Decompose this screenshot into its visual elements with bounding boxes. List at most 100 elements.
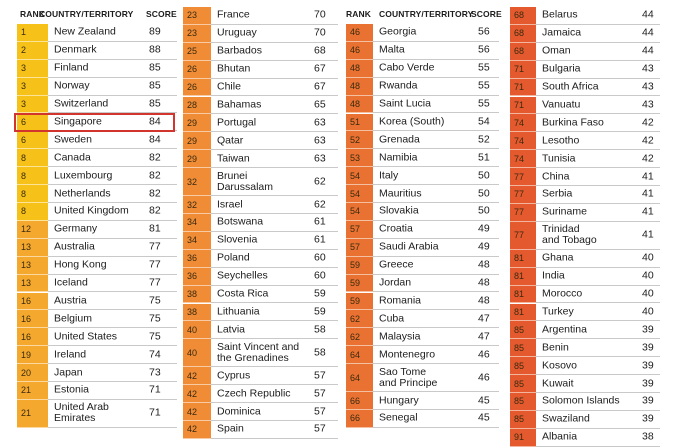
country-name: Solomon Islands — [542, 394, 620, 407]
rank-value: 48 — [350, 63, 361, 74]
rank-cell: 54 — [346, 185, 373, 203]
rank-cell: 64 — [346, 346, 373, 365]
table-row: 42 Spain 57 — [183, 421, 338, 439]
country-cell: Morocco 40 — [536, 286, 660, 304]
country-name: Slovenia — [217, 233, 258, 246]
rank-cell: 3 — [17, 59, 48, 78]
country-name: Croatia — [379, 222, 413, 235]
country-name: Belarus — [542, 8, 578, 21]
rank-value: 8 — [21, 188, 27, 199]
rank-value: 2 — [21, 45, 27, 56]
country-cell: Saudi Arabia 49 — [373, 239, 499, 257]
score-value: 39 — [642, 412, 654, 425]
rank-cell: 91 — [510, 428, 536, 447]
rank-value: 48 — [350, 99, 361, 110]
rank-cell: 42 — [183, 367, 211, 386]
rank-cell: 12 — [17, 220, 48, 239]
rank-cell: 74 — [510, 114, 536, 133]
score-value: 67 — [314, 62, 326, 75]
country-cell: Cabo Verde 55 — [373, 60, 499, 78]
country-cell: Greece 48 — [373, 257, 499, 275]
country-cell: Barbados 68 — [211, 43, 338, 61]
table-row: 2 Denmark 88 — [17, 41, 177, 60]
table-row: 59 Romania 48 — [346, 292, 499, 311]
table-row: 64 Sao Tome and Principe 46 — [346, 364, 499, 393]
country-cell: Canada 82 — [48, 149, 177, 168]
rank-cell: 62 — [346, 328, 373, 347]
rank-value: 28 — [187, 99, 198, 110]
score-value: 85 — [149, 61, 161, 74]
rank-value: 40 — [187, 347, 198, 358]
score-value: 45 — [478, 394, 490, 407]
rank-value: 85 — [514, 378, 525, 389]
table-row: 16 Belgium 75 — [17, 310, 177, 329]
country-name: Qatar — [217, 134, 244, 147]
country-cell: Spain 57 — [211, 421, 338, 439]
country-name: Slovakia — [379, 204, 419, 217]
rank-value: 13 — [21, 278, 32, 289]
country-cell: Czech Republic 57 — [211, 385, 338, 404]
country-cell: Lesotho 42 — [536, 132, 660, 151]
score-value: 39 — [642, 323, 654, 336]
country-cell: Seychelles 60 — [211, 268, 338, 286]
country-cell: Hungary 45 — [373, 392, 499, 410]
rank-value: 62 — [350, 313, 361, 324]
rank-cell: 81 — [510, 303, 536, 322]
country-name: United Kingdom — [54, 204, 129, 217]
country-name: Italy — [379, 169, 399, 182]
country-name: Malta — [379, 43, 405, 56]
rank-value: 32 — [187, 176, 198, 187]
table-row: 1 New Zealand 89 — [17, 24, 177, 42]
rank-value: 74 — [514, 117, 525, 128]
country-cell: Hong Kong 77 — [48, 257, 177, 275]
header-score: SCORE — [471, 9, 502, 19]
score-value: 41 — [642, 205, 654, 218]
country-cell: France 70 — [211, 7, 338, 25]
country-cell: Lithuania 59 — [211, 304, 338, 322]
score-value: 39 — [642, 394, 654, 407]
country-name: Canada — [54, 151, 91, 164]
country-name: Chile — [217, 80, 241, 93]
table-row: 71 Bulgaria 43 — [510, 60, 660, 79]
rank-cell: 66 — [346, 392, 373, 410]
rank-value: 64 — [350, 349, 361, 360]
country-cell: China 41 — [536, 168, 660, 186]
score-value: 61 — [314, 233, 326, 246]
rank-value: 26 — [187, 64, 198, 75]
score-value: 41 — [642, 187, 654, 200]
country-name: Australia — [54, 240, 95, 253]
rank-value: 51 — [350, 116, 361, 127]
country-cell: Mauritius 50 — [373, 185, 499, 203]
table-row: 48 Saint Lucia 55 — [346, 95, 499, 114]
rank-cell: 13 — [17, 256, 48, 275]
score-value: 40 — [642, 251, 654, 264]
table-row: 77 Trinidad and Tobago 41 — [510, 221, 660, 250]
score-value: 55 — [478, 61, 490, 74]
rank-value: 32 — [187, 199, 198, 210]
country-cell: India 40 — [536, 268, 660, 286]
country-name: Spain — [217, 422, 244, 435]
score-value: 55 — [478, 97, 490, 110]
country-cell: Italy 50 — [373, 167, 499, 186]
country-name: United Arab Emirates — [54, 401, 109, 425]
rank-value: 77 — [514, 189, 525, 200]
table-row: 54 Italy 50 — [346, 167, 499, 186]
country-name: Bulgaria — [542, 62, 581, 75]
score-value: 82 — [149, 204, 161, 217]
score-value: 48 — [478, 294, 490, 307]
country-name: Saudi Arabia — [379, 240, 439, 253]
score-value: 59 — [314, 305, 326, 318]
country-name: Serbia — [542, 187, 573, 200]
score-value: 39 — [642, 377, 654, 390]
country-name: France — [217, 8, 250, 21]
rank-cell: 66 — [346, 410, 373, 428]
rank-cell: 85 — [510, 410, 536, 429]
table-row: 85 Solomon Islands 39 — [510, 393, 660, 411]
country-name: Morocco — [542, 287, 583, 300]
score-value: 85 — [149, 79, 161, 92]
rank-cell: 71 — [510, 78, 536, 97]
country-name: Sweden — [54, 133, 92, 146]
rank-cell: 81 — [510, 249, 536, 268]
rank-value: 29 — [187, 153, 198, 164]
country-name: Bhutan — [217, 62, 251, 75]
